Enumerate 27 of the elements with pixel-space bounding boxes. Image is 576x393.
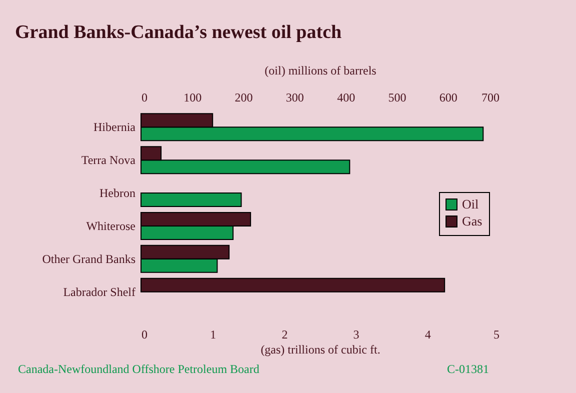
y-tick-label: Hibernia xyxy=(94,120,136,134)
x-tick-label: 0 xyxy=(142,328,148,342)
y-tick-label: Other Grand Banks xyxy=(42,252,136,266)
x2-tick-label: 0 xyxy=(142,90,148,104)
x-tick-label: 5 xyxy=(494,328,500,342)
x2-tick-label: 200 xyxy=(234,90,253,104)
x2-tick-label: 400 xyxy=(337,90,356,104)
y-tick-label: Whiterose xyxy=(86,218,136,233)
x2-tick-label: 500 xyxy=(388,90,406,104)
y-tick-label: Terra Nova xyxy=(81,153,136,168)
x-tick-label: 4 xyxy=(424,328,431,342)
legend-label: Gas xyxy=(462,214,482,228)
x-tick-label: 3 xyxy=(353,328,360,342)
text: C-01381 xyxy=(447,362,489,376)
x2-tick-label: 300 xyxy=(286,90,304,104)
x-tick-label: 2 xyxy=(282,328,288,342)
x2-axis-title: (oil) millions of barrels xyxy=(264,64,377,78)
text: Canada-Newfoundland Offshore Petroleum Board xyxy=(18,362,260,376)
y-tick-label: Labrador Shelf xyxy=(63,284,136,299)
x2-tick-label: 700 xyxy=(482,90,500,104)
chart-title: Grand Banks-Canada’s newest oil patch xyxy=(15,22,342,43)
x2-tick-label: 100 xyxy=(184,90,202,104)
y-tick-label: Hebron xyxy=(100,186,136,200)
x-axis-title: (gas) trillions of cubic ft. xyxy=(260,342,380,356)
x2-tick-label: 600 xyxy=(439,90,458,104)
x-tick-label: 1 xyxy=(210,328,216,342)
legend-label: Oil xyxy=(462,196,479,212)
